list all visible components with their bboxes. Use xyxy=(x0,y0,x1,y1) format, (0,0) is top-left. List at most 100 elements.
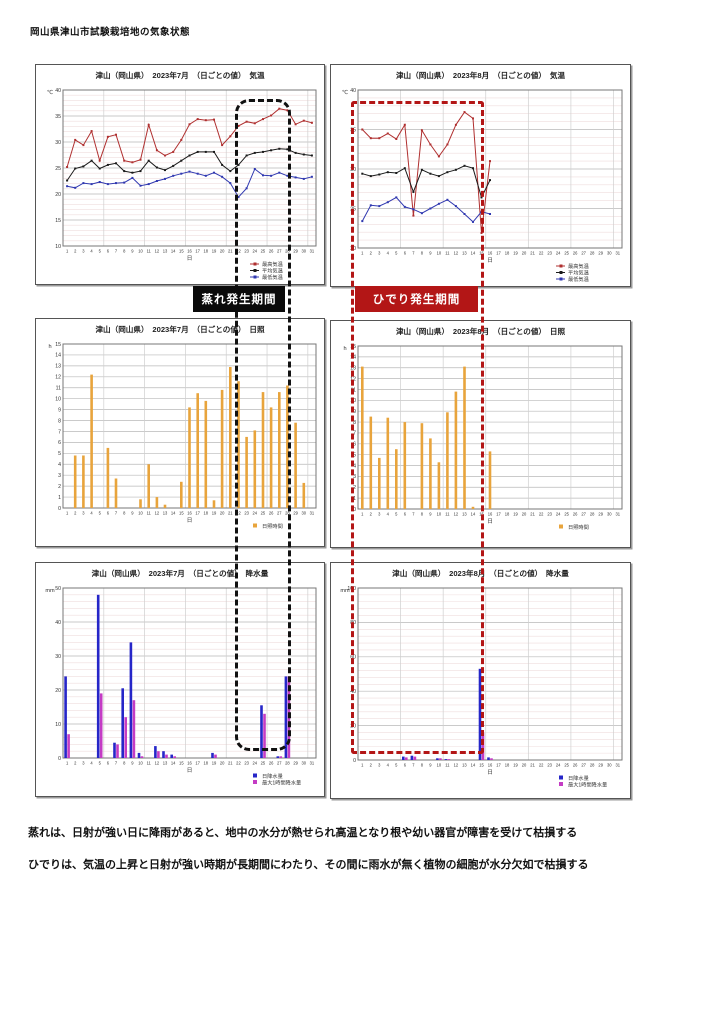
svg-text:23: 23 xyxy=(244,761,249,766)
svg-text:h: h xyxy=(343,346,346,352)
svg-text:3: 3 xyxy=(378,251,381,256)
svg-text:8: 8 xyxy=(421,763,424,768)
svg-text:14: 14 xyxy=(171,249,176,254)
svg-text:21: 21 xyxy=(228,249,233,254)
svg-text:4: 4 xyxy=(90,761,93,766)
svg-text:16: 16 xyxy=(187,761,192,766)
svg-text:最大1時間降水量: 最大1時間降水量 xyxy=(262,779,301,787)
svg-text:日: 日 xyxy=(187,767,193,774)
svg-text:4: 4 xyxy=(387,251,390,256)
svg-text:1: 1 xyxy=(66,761,69,766)
svg-text:20: 20 xyxy=(220,249,225,254)
page-title: 岡山県津山市試験栽培地の気象状態 xyxy=(30,27,191,38)
svg-text:1: 1 xyxy=(66,511,69,516)
svg-text:24: 24 xyxy=(556,512,561,517)
svg-text:20: 20 xyxy=(350,246,356,252)
svg-text:5: 5 xyxy=(395,763,398,768)
svg-text:1: 1 xyxy=(58,495,61,501)
svg-text:15: 15 xyxy=(179,511,184,516)
svg-text:1: 1 xyxy=(361,251,364,256)
svg-text:日: 日 xyxy=(487,257,493,264)
svg-text:28: 28 xyxy=(590,251,595,256)
svg-text:17: 17 xyxy=(195,761,200,766)
svg-text:22: 22 xyxy=(236,249,241,254)
svg-text:27: 27 xyxy=(277,761,282,766)
svg-text:最高気温: 最高気温 xyxy=(262,260,283,268)
svg-text:1: 1 xyxy=(66,249,69,254)
svg-text:27: 27 xyxy=(581,763,586,768)
svg-text:8: 8 xyxy=(353,420,356,426)
svg-text:最大1時間降水量: 最大1時間降水量 xyxy=(568,781,607,789)
svg-text:28: 28 xyxy=(590,763,595,768)
svg-text:23: 23 xyxy=(547,251,552,256)
hideri-period-label: ひでり発生期間 xyxy=(355,286,478,312)
svg-text:15: 15 xyxy=(479,763,484,768)
svg-text:18: 18 xyxy=(505,251,510,256)
svg-text:9: 9 xyxy=(131,511,134,516)
svg-text:26: 26 xyxy=(573,251,578,256)
svg-text:8: 8 xyxy=(421,512,424,517)
note-mure: 蒸れは、日射が強い日に降雨があると、地中の水分が熱せられ高温となり根や幼い器官が… xyxy=(28,827,578,839)
svg-text:1: 1 xyxy=(361,512,364,517)
panel-sunshine-july: 津山（岡山県） 2023年7月 （日ごとの値） 日照 0 1 2 3 4 5 6 7 8 9 10 1… xyxy=(35,318,325,547)
svg-text:20: 20 xyxy=(55,192,61,198)
svg-text:10: 10 xyxy=(55,244,61,250)
svg-text:19: 19 xyxy=(513,763,518,768)
svg-text:28: 28 xyxy=(590,512,595,517)
svg-text:16: 16 xyxy=(488,251,493,256)
svg-text:22: 22 xyxy=(236,511,241,516)
svg-text:5: 5 xyxy=(99,249,102,254)
svg-text:7: 7 xyxy=(412,512,415,517)
svg-text:h: h xyxy=(48,344,51,350)
svg-text:14: 14 xyxy=(55,353,61,359)
svg-text:16: 16 xyxy=(488,763,493,768)
svg-text:29: 29 xyxy=(293,249,298,254)
svg-text:31: 31 xyxy=(310,761,315,766)
svg-text:20: 20 xyxy=(522,251,527,256)
svg-text:4: 4 xyxy=(58,462,61,468)
svg-text:7: 7 xyxy=(115,761,118,766)
svg-text:℃: ℃ xyxy=(342,89,348,96)
svg-text:31: 31 xyxy=(615,512,620,517)
svg-text:23: 23 xyxy=(547,512,552,517)
svg-text:19: 19 xyxy=(513,512,518,517)
svg-text:17: 17 xyxy=(496,512,501,517)
svg-text:8: 8 xyxy=(421,251,424,256)
svg-text:1: 1 xyxy=(361,763,364,768)
svg-text:6: 6 xyxy=(404,512,407,517)
chart-title-rainfall-july: 津山（岡山県） 2023年7月 （日ごとの値） 降水量 xyxy=(91,569,269,578)
svg-text:6: 6 xyxy=(107,761,110,766)
svg-text:40: 40 xyxy=(350,88,356,94)
svg-text:10: 10 xyxy=(437,512,442,517)
svg-text:2: 2 xyxy=(58,484,61,490)
svg-text:22: 22 xyxy=(539,251,544,256)
svg-text:8: 8 xyxy=(58,418,61,424)
svg-text:11: 11 xyxy=(56,386,61,392)
svg-text:25: 25 xyxy=(564,763,569,768)
svg-text:29: 29 xyxy=(598,512,603,517)
svg-text:21: 21 xyxy=(228,761,233,766)
svg-text:2: 2 xyxy=(74,511,77,516)
svg-text:11: 11 xyxy=(445,512,450,517)
panel-sunshine-august: 津山（岡山県） 2023年8月 （日ごとの値） 日照 0 1 2 3 4 5 6 7 8 9 10 1… xyxy=(330,320,631,548)
chart-title-temperature-august: 津山（岡山県） 2023年8月 （日ごとの値） 気温 xyxy=(395,71,566,80)
svg-text:28: 28 xyxy=(285,511,290,516)
svg-text:13: 13 xyxy=(462,251,467,256)
svg-text:18: 18 xyxy=(204,249,209,254)
svg-text:27: 27 xyxy=(277,511,282,516)
svg-text:8: 8 xyxy=(123,761,126,766)
svg-text:80: 80 xyxy=(350,620,356,626)
svg-text:6: 6 xyxy=(58,440,61,446)
svg-text:12: 12 xyxy=(155,761,160,766)
svg-text:9: 9 xyxy=(58,407,61,413)
svg-text:6: 6 xyxy=(107,249,110,254)
svg-text:13: 13 xyxy=(163,761,168,766)
svg-text:26: 26 xyxy=(573,512,578,517)
svg-text:13: 13 xyxy=(55,364,61,370)
svg-text:10: 10 xyxy=(350,398,356,404)
svg-text:18: 18 xyxy=(204,511,209,516)
svg-text:17: 17 xyxy=(195,511,200,516)
svg-text:25: 25 xyxy=(261,249,266,254)
svg-text:27: 27 xyxy=(581,512,586,517)
